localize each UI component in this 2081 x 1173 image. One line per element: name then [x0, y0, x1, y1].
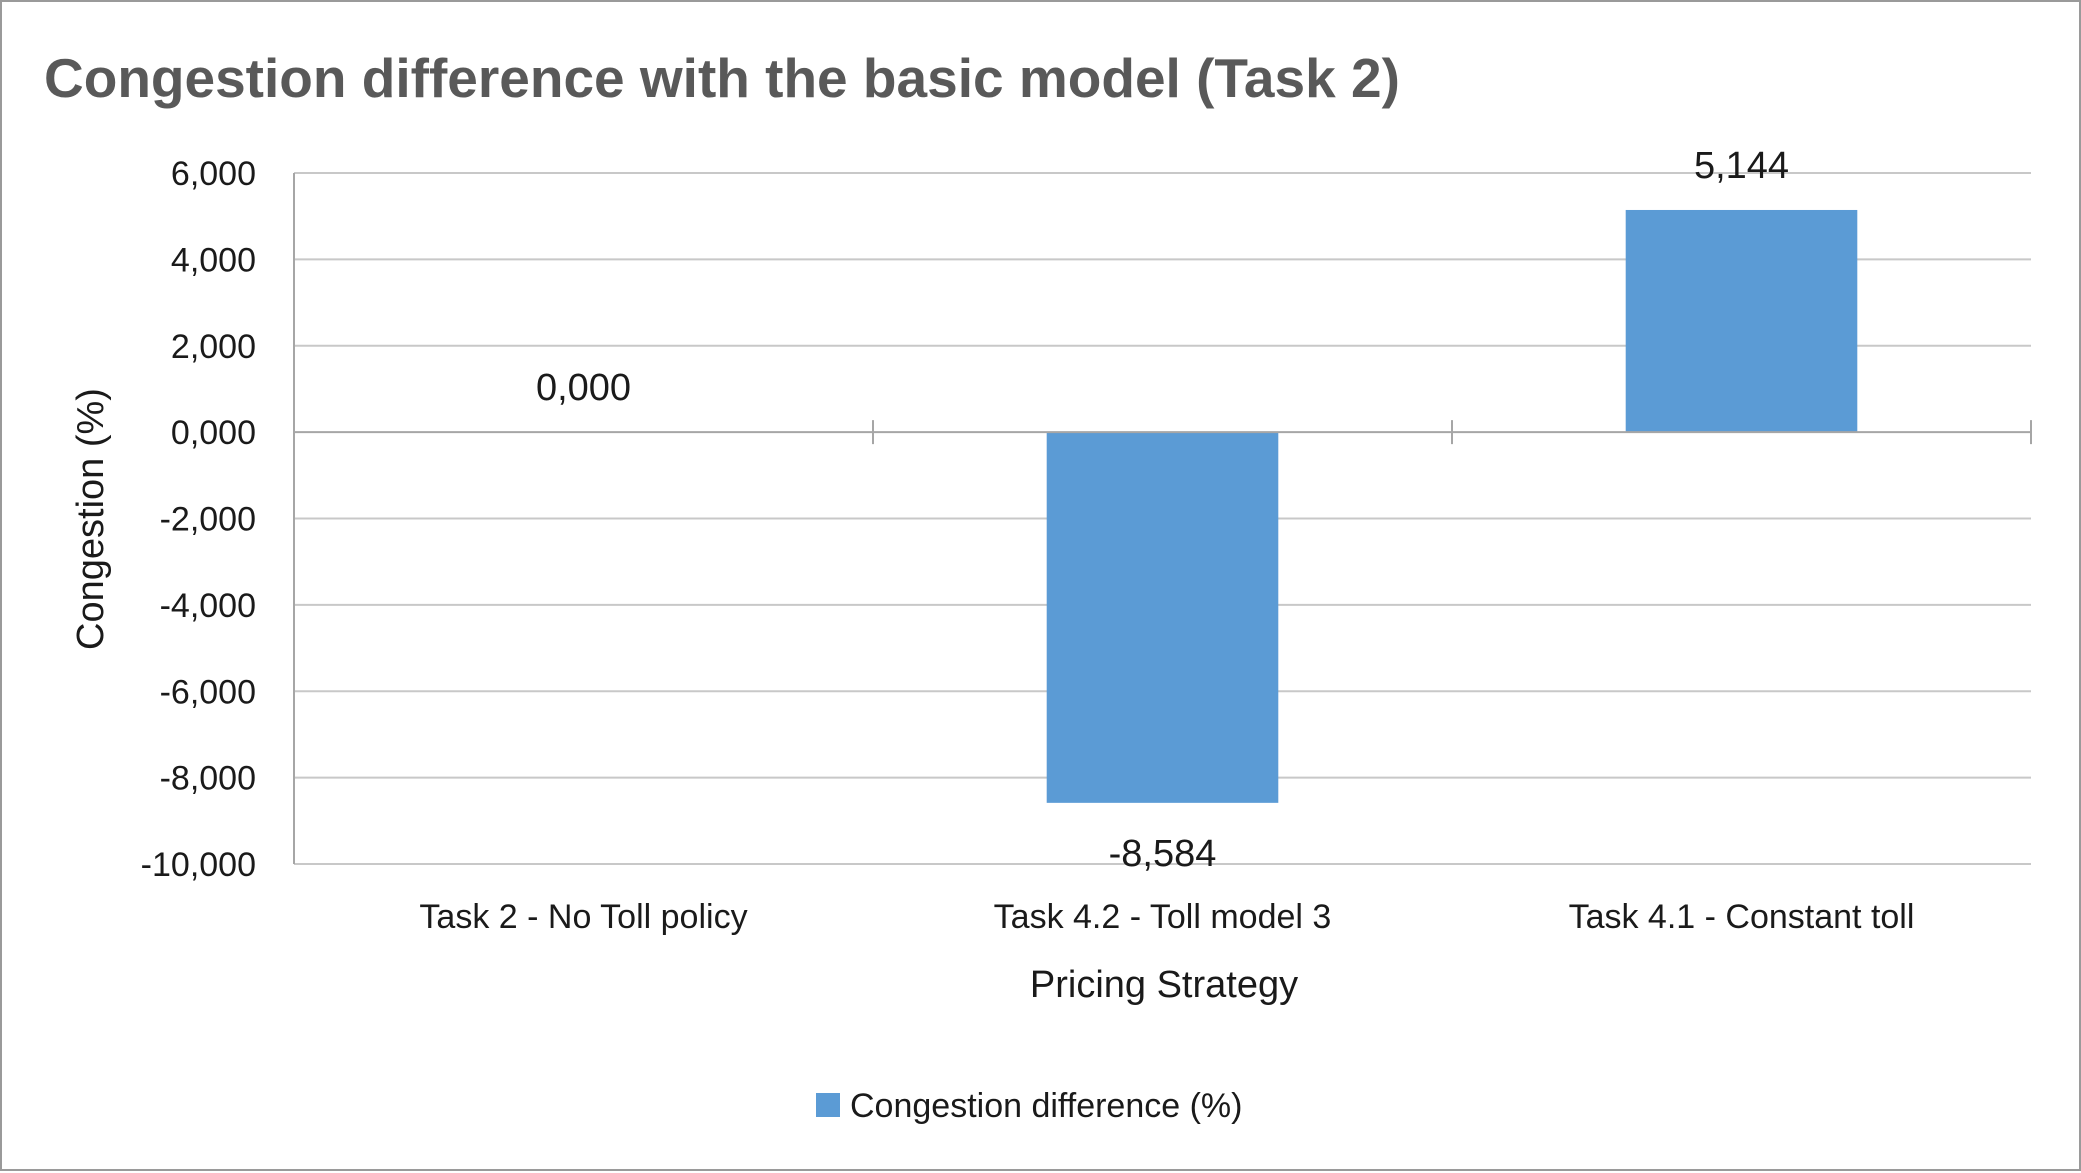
y-tick-label: -2,000 — [160, 501, 256, 539]
x-tick-label: Task 2 - No Toll policy — [419, 898, 747, 936]
y-tick-label: 2,000 — [171, 328, 256, 366]
axis-layer — [293, 173, 2032, 864]
x-tick-label: Task 4.1 - Constant toll — [1569, 898, 1915, 936]
y-tick-label: -10,000 — [141, 846, 256, 884]
legend-label: Congestion difference (%) — [850, 1087, 1242, 1125]
data-label: 5,144 — [1694, 145, 1789, 187]
chart-title: Congestion difference with the basic mod… — [44, 47, 1400, 109]
y-axis-title: Congestion (%) — [70, 388, 112, 650]
data-label: -8,584 — [1109, 833, 1217, 875]
y-tick-label: 4,000 — [171, 241, 256, 279]
x-axis-title: Pricing Strategy — [1030, 964, 1298, 1006]
x-tick-label: Task 4.2 - Toll model 3 — [994, 898, 1332, 936]
data-label: 0,000 — [536, 367, 631, 409]
bar — [1046, 432, 1279, 803]
labels-layer: 6,000 4,000 2,000 0,000 -2,000 -4,000 -6,000 -8… — [141, 145, 1915, 936]
legend: Congestion difference (%) — [816, 1087, 1242, 1125]
bars-layer — [1046, 209, 1858, 803]
y-tick-label: -4,000 — [160, 587, 256, 625]
bar — [1625, 209, 1858, 433]
y-tick-label: -6,000 — [160, 673, 256, 711]
y-tick-label: -8,000 — [160, 760, 256, 798]
legend-swatch — [816, 1093, 840, 1117]
y-tick-label: 6,000 — [171, 155, 256, 193]
y-tick-label: 0,000 — [171, 414, 256, 452]
